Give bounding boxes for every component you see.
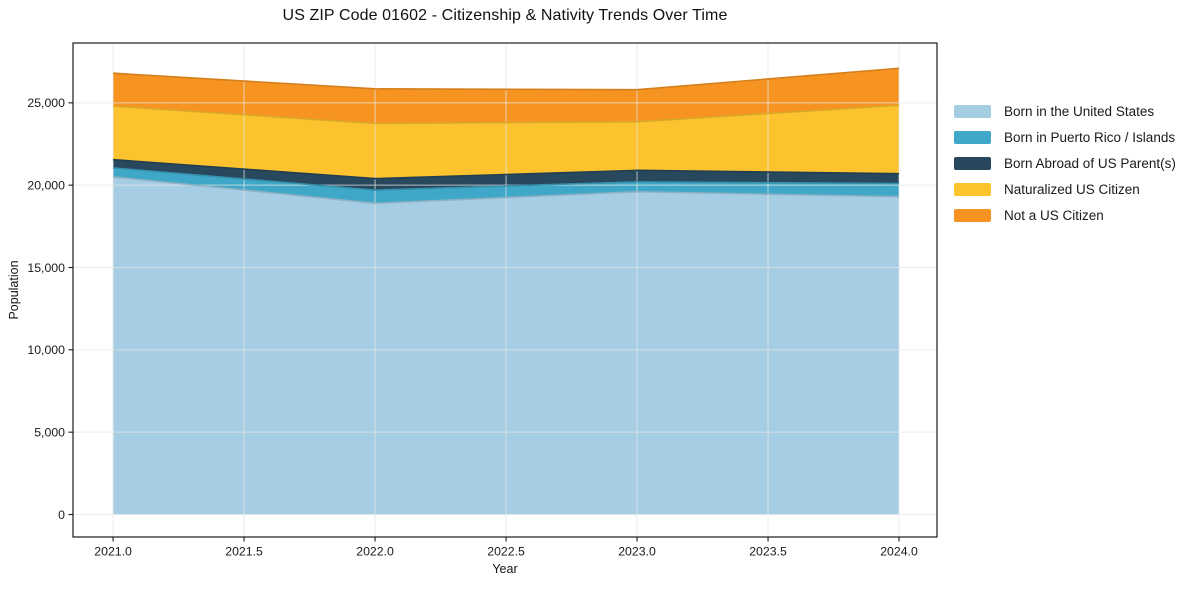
y-tick-label: 20,000	[27, 178, 65, 192]
plot-border	[72, 42, 938, 538]
area-boundary-line	[113, 158, 900, 180]
y-tick-label: 15,000	[27, 261, 65, 275]
x-tick-label: 2024.0	[880, 545, 918, 559]
legend-label: Born in Puerto Rico / Islands	[1004, 129, 1176, 145]
y-tick-label: 0	[58, 508, 65, 522]
area-boundary-line	[113, 167, 900, 191]
legend-label: Born in the United States	[1004, 103, 1155, 119]
legend-item: Born in Puerto Rico / Islands	[954, 124, 1176, 150]
legend-swatch-not-citizen	[954, 208, 991, 222]
legend: Born in the United States Born in Puerto…	[954, 98, 1176, 228]
chart-title: US ZIP Code 01602 - Citizenship & Nativi…	[282, 7, 728, 24]
y-tick-label: 25,000	[27, 96, 65, 110]
legend-item: Born Abroad of US Parent(s)	[954, 150, 1176, 176]
x-tick-label: 2023.5	[749, 545, 787, 559]
area-born-in-puerto-rico-islands	[113, 167, 900, 204]
legend-swatch-born-abroad	[954, 156, 991, 170]
area-boundary-line	[113, 104, 900, 125]
area-boundary-line	[113, 176, 900, 205]
x-tick-label: 2022.5	[487, 545, 525, 559]
legend-item: Born in the United States	[954, 98, 1176, 124]
x-tick-label: 2023.0	[618, 545, 656, 559]
legend-item: Naturalized US Citizen	[954, 176, 1176, 202]
legend-item: Not a US Citizen	[954, 202, 1176, 228]
x-axis-label: Year	[492, 562, 518, 576]
legend-label: Born Abroad of US Parent(s)	[1004, 155, 1176, 171]
legend-swatch-born-us	[954, 104, 991, 118]
x-tick-label: 2021.5	[225, 545, 263, 559]
y-axis-label: Population	[7, 260, 21, 320]
area-boundary-line	[113, 67, 900, 91]
legend-label: Not a US Citizen	[1004, 207, 1104, 223]
legend-swatch-born-pr	[954, 130, 991, 144]
y-tick-label: 10,000	[27, 343, 65, 357]
x-tick-label: 2022.0	[356, 545, 394, 559]
y-tick-label: 5,000	[34, 425, 65, 439]
legend-swatch-naturalized	[954, 182, 991, 196]
legend-label: Naturalized US Citizen	[1004, 181, 1140, 197]
x-tick-label: 2021.0	[94, 545, 132, 559]
